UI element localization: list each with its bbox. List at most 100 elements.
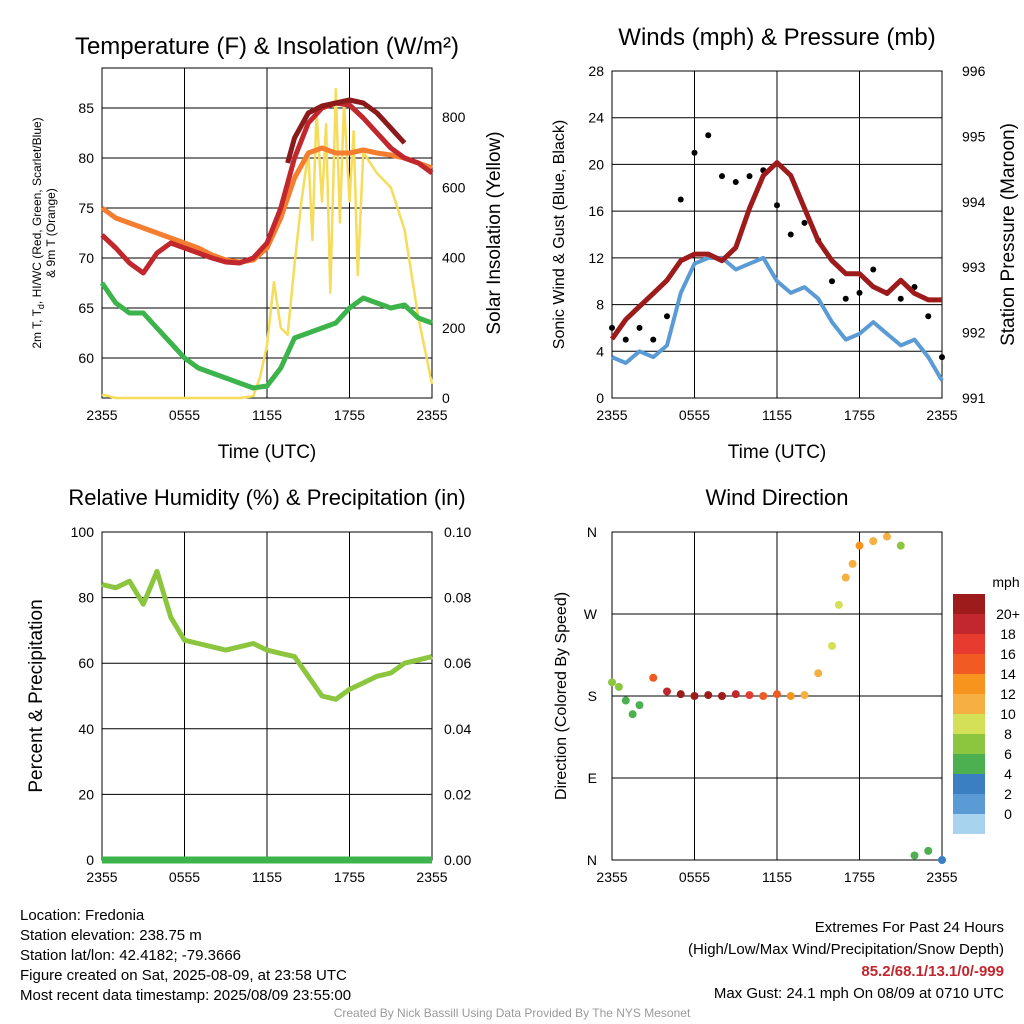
latlon-text: Station lat/lon: 42.4182; -79.3666 (20, 947, 242, 964)
colorbar-label: 0 (1004, 806, 1012, 822)
direction-point (745, 691, 754, 700)
gust-point (622, 336, 629, 343)
colorbar-label: 10 (1000, 706, 1016, 722)
y-tick-label: 8 (596, 297, 604, 313)
y2-tick-label: 0 (442, 390, 450, 406)
gust-point (870, 266, 877, 273)
y-tick-label: 100 (71, 524, 95, 540)
colorbar-label: 4 (1004, 766, 1012, 782)
x-tick-label: 1755 (334, 869, 365, 885)
x-tick-label: 2355 (416, 869, 447, 885)
gust-point (774, 202, 780, 209)
colorbar-cell (953, 754, 985, 774)
direction-point (924, 846, 933, 855)
y-tick-label: S (588, 688, 597, 704)
colorbar-cell (953, 594, 985, 614)
series-hiwc (285, 97, 407, 164)
direction-point (649, 673, 658, 682)
colorbar: mph 20+ 18 16 14 12 10 8 6 4 2 0 (953, 574, 1020, 834)
y2-tick-label: 600 (442, 179, 466, 195)
x-axis-label: Time (UTC) (218, 442, 317, 463)
gust-point (705, 132, 712, 139)
x-tick-label: 2355 (926, 407, 957, 423)
y-tick-label: 24 (588, 110, 604, 126)
gust-point (939, 354, 945, 361)
y-tick-label: 28 (588, 63, 604, 79)
x-tick-label: 1755 (844, 869, 875, 885)
direction-point (938, 856, 946, 864)
chart-title: Temperature (F) & Insolation (W/m²) (75, 33, 459, 60)
direction-point (663, 687, 671, 696)
colorbar-label: 8 (1004, 726, 1012, 742)
x-tick-label: 2355 (416, 407, 447, 423)
x-tick-label: 1155 (762, 407, 792, 423)
y-tick-label: N (587, 852, 597, 868)
y2-tick-label: 991 (962, 390, 986, 406)
credit-text: Created By Nick Bassill Using Data Provi… (333, 1006, 691, 1020)
series-t2m (100, 100, 434, 276)
x-tick-label: 2355 (596, 407, 627, 423)
y-tick-label: 65 (78, 300, 94, 316)
direction-point (759, 692, 768, 700)
y2-tick-label: 996 (962, 63, 986, 79)
y2-tick-label: 992 (962, 325, 986, 341)
y2-axis-label: Solar Insolation (Yellow) (484, 131, 505, 334)
y-tick-label: 70 (78, 250, 94, 266)
direction-point (869, 537, 878, 546)
y-tick-label: 75 (78, 200, 94, 216)
y-tick-label: W (584, 606, 598, 622)
y-axis-label-sub: d (36, 304, 46, 309)
direction-point (841, 573, 850, 582)
gust-point (746, 173, 753, 180)
direction-point (786, 692, 795, 700)
y-tick-label: 80 (78, 150, 94, 166)
direction-point (800, 691, 809, 700)
x-tick-label: 2355 (86, 869, 117, 885)
direction-point (731, 690, 740, 699)
colorbar-cell (953, 714, 985, 734)
elevation-text: Station elevation: 238.75 m (20, 927, 202, 944)
gust-point (856, 289, 863, 296)
y-tick-label: 4 (596, 343, 604, 359)
x-tick-label: 2355 (596, 869, 627, 885)
direction-point (848, 559, 857, 568)
panel-2: 2355 0555 1155 1755 235504812162024289919929… (551, 24, 1019, 463)
station-info: Location: Fredonia Station elevation: 23… (20, 906, 351, 1006)
x-tick-label: 2355 (86, 407, 117, 423)
panel-3: 2355 0555 1155 1755 23550204060801000.000.02… (26, 485, 471, 885)
y2-tick-label: 995 (962, 128, 986, 144)
y-tick-label: 12 (588, 250, 604, 266)
gust-point (650, 336, 657, 343)
chart-title: Relative Humidity (%) & Precipitation (i… (68, 485, 465, 510)
colorbar-cell (953, 634, 985, 654)
recent-data-text: Most recent data timestamp: 2025/08/09 2… (20, 987, 352, 1004)
y2-tick-label: 0.10 (444, 524, 471, 540)
direction-point (718, 692, 726, 700)
x-tick-label: 0555 (679, 407, 710, 423)
colorbar-label: 12 (1000, 686, 1016, 702)
colorbar-cell (953, 734, 985, 754)
direction-point (614, 682, 623, 691)
gust-point (925, 313, 932, 320)
max-gust-text: Max Gust: 24.1 mph On 08/09 at 0710 UTC (713, 985, 1004, 1002)
gust-point (897, 295, 904, 302)
y-axis-label-rest: , HI/WC (Red, Green, Scarlet/Blue) (30, 117, 44, 304)
x-tick-label: 2355 (926, 869, 957, 885)
x-tick-label: 1155 (762, 869, 792, 885)
chart-title: Wind Direction (705, 485, 848, 510)
colorbar-label: 14 (1000, 666, 1016, 682)
y-axis-label: Percent & Precipitation (26, 599, 47, 792)
direction-point (814, 669, 823, 678)
x-tick-label: 1155 (252, 407, 282, 423)
gust-point (691, 149, 698, 156)
x-tick-label: 0555 (679, 869, 710, 885)
y2-tick-label: 0.08 (444, 590, 471, 606)
direction-point (828, 641, 836, 650)
colorbar-cell (953, 674, 985, 694)
y-tick-label: 0 (596, 390, 604, 406)
series-wind (611, 255, 944, 382)
series-rh (101, 568, 433, 702)
gust-point (636, 324, 643, 331)
extremes-info: Extremes For Past 24 Hours (High/Low/Max… (688, 917, 1004, 1005)
y-tick-label: 60 (78, 655, 94, 671)
